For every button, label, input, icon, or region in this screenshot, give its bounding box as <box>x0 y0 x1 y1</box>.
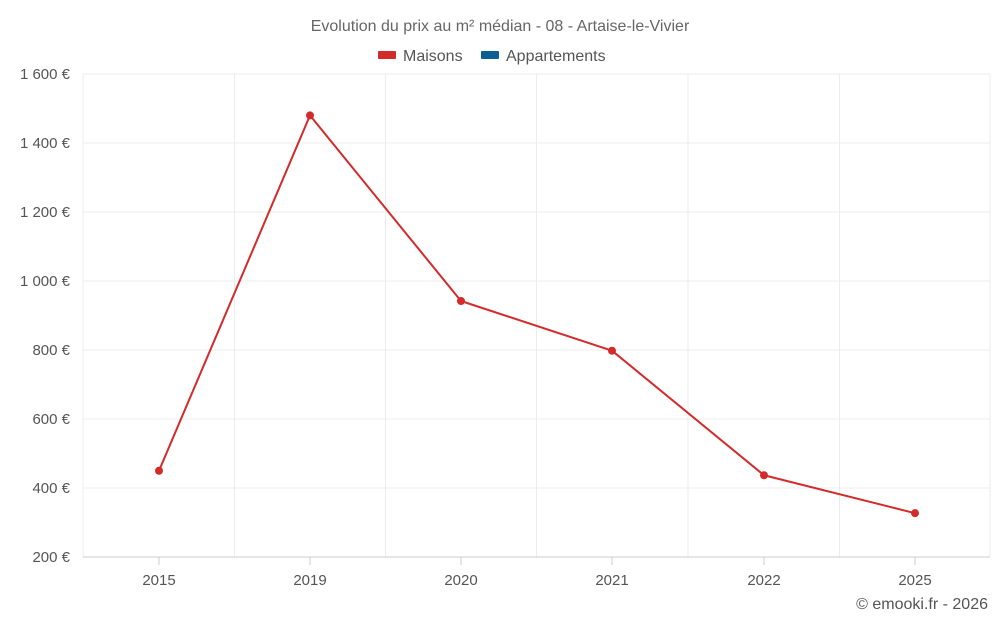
data-point-maisons-2025[interactable] <box>911 509 919 518</box>
legend-item-appartements[interactable]: Appartements <box>481 48 606 65</box>
data-point-maisons-2015[interactable] <box>155 466 163 475</box>
y-tick-label: 1 400 € <box>20 135 71 152</box>
gridlines <box>82 73 991 557</box>
y-axis: 200 € 400 € 600 € 800 € 1 000 € 1 200 € 1 400 … <box>20 66 71 566</box>
y-tick-label: 1 200 € <box>20 204 71 221</box>
series-layer <box>155 111 919 518</box>
y-tick-label: 800 € <box>32 342 70 359</box>
data-point-maisons-2022[interactable] <box>760 471 768 480</box>
data-point-maisons-2019[interactable] <box>306 111 314 120</box>
x-tick-label: 2019 <box>293 572 326 589</box>
legend: Maisons Appartements <box>378 48 606 65</box>
y-tick-label: 600 € <box>32 411 70 428</box>
y-tick-label: 1 000 € <box>20 273 71 290</box>
y-tick-label: 200 € <box>32 549 70 566</box>
legend-swatch-appartements <box>481 51 499 59</box>
series-line-maisons <box>158 114 916 515</box>
x-tick-label: 2021 <box>595 572 628 589</box>
legend-swatch-maisons <box>378 51 396 59</box>
legend-label-appartements: Appartements <box>506 48 606 65</box>
data-point-maisons-2021[interactable] <box>608 346 616 355</box>
credit-text: © emooki.fr - 2026 <box>856 596 988 613</box>
legend-item-maisons[interactable]: Maisons <box>378 48 463 65</box>
data-point-maisons-2020[interactable] <box>457 297 465 306</box>
x-tick-label: 2015 <box>142 572 175 589</box>
x-axis: 2015 2019 2020 2021 2022 2025 <box>83 556 990 589</box>
chart-title: Evolution du prix au m² médian - 08 - Ar… <box>311 18 690 35</box>
x-tick-label: 2022 <box>747 572 780 589</box>
x-tick-label: 2025 <box>898 572 931 589</box>
x-tick-label: 2020 <box>444 572 477 589</box>
y-tick-label: 1 600 € <box>20 66 71 83</box>
y-tick-label: 400 € <box>32 480 70 497</box>
legend-label-maisons: Maisons <box>403 48 463 65</box>
